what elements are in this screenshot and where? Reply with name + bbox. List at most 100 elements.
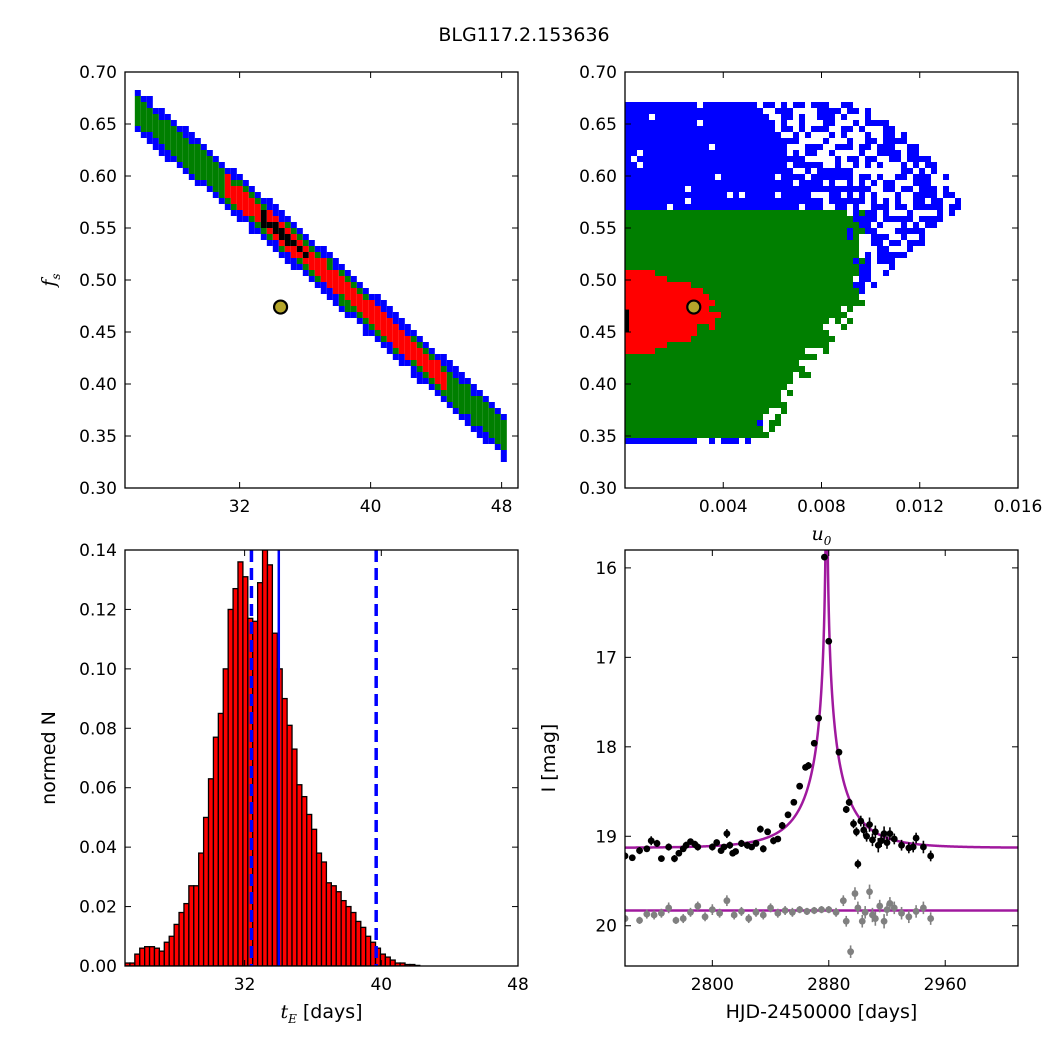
density-cell-blue bbox=[859, 150, 865, 156]
density-cell-blue bbox=[817, 126, 823, 132]
density-cell-red bbox=[685, 288, 691, 294]
density-cell-green bbox=[805, 306, 811, 312]
density-cell-blue bbox=[697, 144, 703, 150]
density-cell-blue bbox=[661, 186, 667, 192]
density-cell-green bbox=[757, 384, 763, 390]
density-cell-blue bbox=[236, 174, 243, 180]
density-cell-blue bbox=[763, 114, 769, 120]
density-cell-green bbox=[757, 270, 763, 276]
density-cell-green bbox=[775, 282, 781, 288]
density-cell-green bbox=[769, 420, 775, 426]
density-cell-blue bbox=[266, 198, 273, 204]
density-cell-blue bbox=[841, 198, 847, 204]
density-cell-green bbox=[769, 294, 775, 300]
density-cell-green bbox=[703, 222, 709, 228]
density-cell-green bbox=[679, 432, 685, 438]
density-cell-green bbox=[721, 432, 727, 438]
density-cell-green bbox=[745, 312, 751, 318]
density-cell-blue bbox=[877, 174, 883, 180]
observed-point bbox=[909, 843, 917, 851]
density-cell-green bbox=[697, 324, 703, 330]
density-cell-blue bbox=[745, 180, 751, 186]
density-cell-blue bbox=[799, 102, 805, 108]
density-cell-red bbox=[332, 282, 339, 288]
density-cell-blue bbox=[661, 174, 667, 180]
density-cell-green bbox=[703, 414, 709, 420]
density-cell-blue bbox=[673, 438, 679, 444]
density-cell-red bbox=[380, 330, 387, 336]
density-cell-blue bbox=[392, 312, 399, 318]
density-cell-green bbox=[709, 432, 715, 438]
density-cell-green bbox=[733, 240, 739, 246]
density-cell-blue bbox=[212, 156, 219, 162]
density-cell-green bbox=[655, 366, 661, 372]
density-cell-green bbox=[811, 234, 817, 240]
density-cell-blue bbox=[673, 132, 679, 138]
density-cell-green bbox=[697, 366, 703, 372]
density-cell-blue bbox=[709, 198, 715, 204]
density-cell-red bbox=[254, 204, 261, 210]
density-cell-blue bbox=[625, 126, 631, 132]
density-cell-green bbox=[727, 336, 733, 342]
density-cell-green bbox=[625, 432, 631, 438]
density-cell-blue bbox=[715, 198, 721, 204]
density-cell-green bbox=[781, 228, 787, 234]
density-cell-green bbox=[691, 258, 697, 264]
density-cell-green bbox=[649, 408, 655, 414]
density-cell-blue bbox=[925, 204, 931, 210]
density-cell-blue bbox=[877, 240, 883, 246]
density-cell-green bbox=[679, 414, 685, 420]
density-cell-green bbox=[721, 378, 727, 384]
density-cell-green bbox=[200, 174, 207, 180]
density-cell-blue bbox=[757, 126, 763, 132]
density-cell-blue bbox=[703, 150, 709, 156]
density-cell-red bbox=[709, 318, 715, 324]
density-cell-blue bbox=[889, 150, 895, 156]
density-cell-green bbox=[793, 234, 799, 240]
density-cell-green bbox=[709, 408, 715, 414]
density-cell-green bbox=[745, 240, 751, 246]
density-cell-green bbox=[829, 282, 835, 288]
observed-point bbox=[784, 811, 792, 819]
density-cell-red bbox=[643, 294, 649, 300]
density-cell-green bbox=[781, 240, 787, 246]
density-cell-green bbox=[667, 354, 673, 360]
density-cell-blue bbox=[727, 102, 733, 108]
density-cell-red bbox=[643, 348, 649, 354]
density-cell-blue bbox=[643, 102, 649, 108]
density-cell-blue bbox=[649, 174, 655, 180]
density-cell-green bbox=[715, 378, 721, 384]
density-cell-green bbox=[691, 372, 697, 378]
density-cell-green bbox=[667, 366, 673, 372]
density-cell-green bbox=[745, 300, 751, 306]
density-cell-blue bbox=[805, 198, 811, 204]
density-cell-blue bbox=[781, 168, 787, 174]
density-cell-green bbox=[679, 270, 685, 276]
density-cell-green bbox=[691, 222, 697, 228]
density-cell-blue bbox=[805, 150, 811, 156]
density-cell-red bbox=[625, 270, 631, 276]
density-cell-blue bbox=[841, 204, 847, 210]
density-cell-green bbox=[775, 222, 781, 228]
density-cell-blue bbox=[877, 120, 883, 126]
density-cell-blue bbox=[763, 156, 769, 162]
density-cell-blue bbox=[775, 132, 781, 138]
density-cell-green bbox=[679, 372, 685, 378]
density-cell-red bbox=[320, 258, 327, 264]
density-cell-blue bbox=[691, 132, 697, 138]
density-cell-red bbox=[649, 270, 655, 276]
density-cell-green bbox=[841, 288, 847, 294]
density-cell-blue bbox=[847, 192, 853, 198]
density-cell-blue bbox=[715, 150, 721, 156]
density-cell-green bbox=[787, 366, 793, 372]
density-cell-red bbox=[625, 282, 631, 288]
density-cell-green bbox=[829, 222, 835, 228]
density-cell-blue bbox=[721, 192, 727, 198]
density-cell-green bbox=[853, 252, 859, 258]
density-cell-blue bbox=[877, 204, 883, 210]
residual-point bbox=[898, 909, 905, 917]
density-cell-green bbox=[715, 384, 721, 390]
residual-point bbox=[774, 909, 782, 917]
density-cell-blue bbox=[751, 144, 757, 150]
density-cell-blue bbox=[745, 162, 751, 168]
